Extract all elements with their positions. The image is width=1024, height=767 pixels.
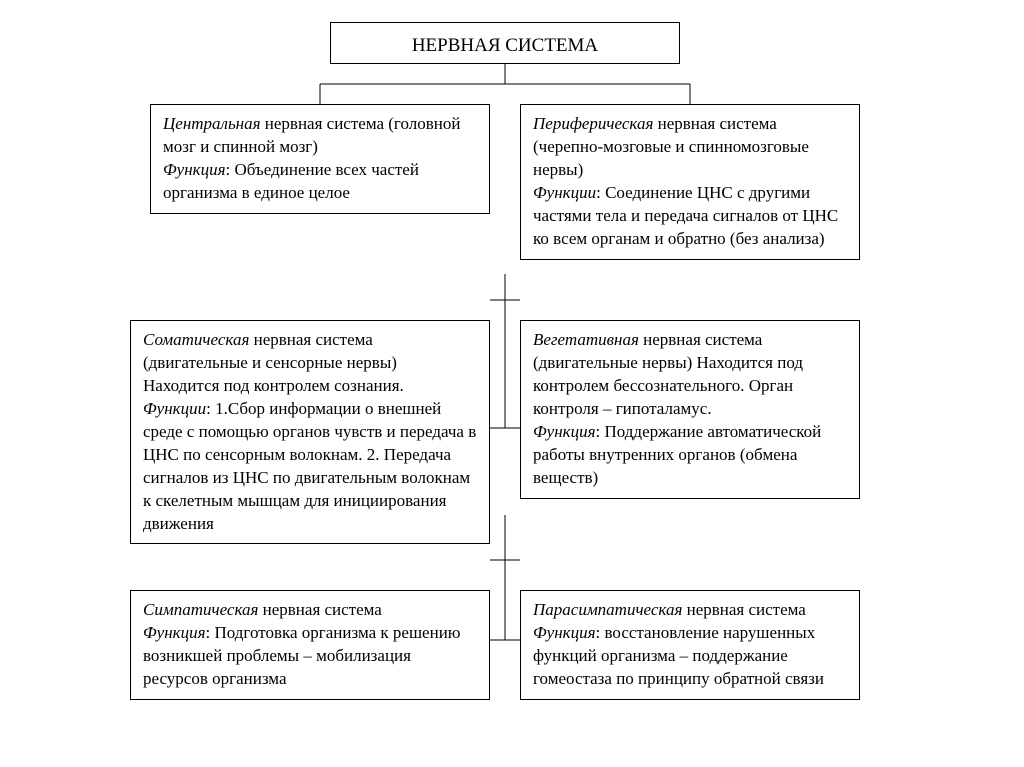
node-sympathetic: Симпатическая нервная система Функция: П… <box>130 590 490 700</box>
node-peripheral-func-label: Функции <box>533 183 596 202</box>
node-sympathetic-func-label: Функция <box>143 623 206 642</box>
root-title: НЕРВНАЯ СИСТЕМА <box>412 35 598 56</box>
node-vegetative: Вегетативная нервная система (двигательн… <box>520 320 860 499</box>
node-sympathetic-rest: нервная система <box>258 600 381 619</box>
node-parasympathetic-name: Парасимпатическая <box>533 600 682 619</box>
node-peripheral: Периферическая нервная система (черепно-… <box>520 104 860 260</box>
node-peripheral-name: Периферическая <box>533 114 653 133</box>
node-central: Центральная нервная система (головной мо… <box>150 104 490 214</box>
node-somatic: Соматическая нервная система (двигательн… <box>130 320 490 544</box>
root-node: НЕРВНАЯ СИСТЕМА <box>330 22 680 64</box>
node-vegetative-name: Вегетативная <box>533 330 639 349</box>
node-parasympathetic: Парасимпатическая нервная система Функци… <box>520 590 860 700</box>
node-somatic-func-label: Функции <box>143 399 206 418</box>
node-parasympathetic-rest: нервная система <box>682 600 805 619</box>
node-somatic-name: Соматическая <box>143 330 249 349</box>
node-somatic-func-text: : 1.Сбор информации о внешней среде с по… <box>143 399 476 533</box>
node-central-name: Центральная <box>163 114 261 133</box>
node-central-func-label: Функция <box>163 160 226 179</box>
node-parasympathetic-func-label: Функция <box>533 623 596 642</box>
node-sympathetic-name: Симпатическая <box>143 600 258 619</box>
node-vegetative-func-label: Функция <box>533 422 596 441</box>
